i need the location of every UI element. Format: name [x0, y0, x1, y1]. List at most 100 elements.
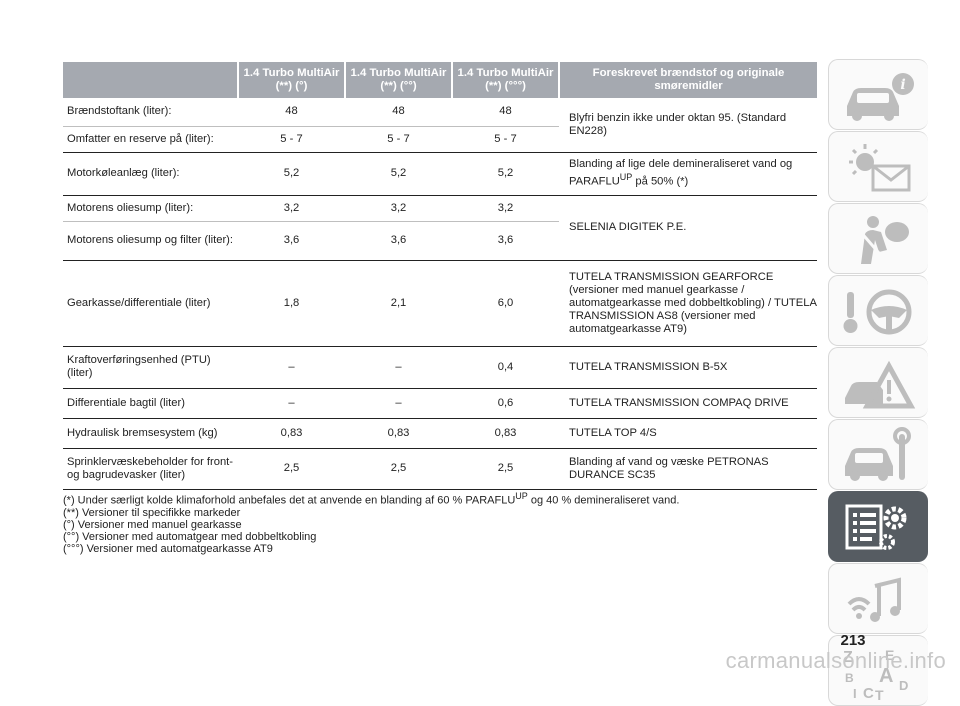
warning-lights-message-icon [849, 144, 911, 192]
washer-fluid-spec: Blanding af vand og væske PETRONAS DURAN… [559, 448, 817, 490]
tab-car-info[interactable]: i [828, 59, 928, 130]
tab-safety[interactable] [828, 203, 928, 274]
cell-value: 2,5 [345, 448, 452, 490]
table-row: Omfatter en reserve på (liter): 5 - 7 5 … [63, 126, 817, 153]
ptu-oil-spec: TUTELA TRANSMISSION B-5X [559, 346, 817, 389]
cell-value: 3,6 [345, 221, 452, 261]
tab-warning-lights[interactable] [828, 131, 928, 202]
svg-text:A: A [879, 665, 893, 687]
cell-value: 48 [238, 98, 345, 127]
cell-value: – [345, 346, 452, 389]
cell-value: – [238, 388, 345, 419]
row-label: Gearkasse/differentiale (liter) [63, 260, 238, 347]
engine-oil-spec: SELENIA DIGITEK P.E. [559, 195, 817, 261]
cell-value: 0,83 [238, 418, 345, 449]
footnote-1-text-end: og 40 % demineraliseret vand. [530, 494, 680, 507]
tab-maintenance[interactable] [828, 419, 928, 490]
steering-wheel-key-icon [843, 289, 912, 335]
airbag-safety-icon [857, 216, 909, 264]
svg-text:Z: Z [843, 649, 853, 666]
table-row: Differentiale bagtil (liter) – – 0,6 TUT… [63, 388, 817, 419]
cell-value: 3,2 [345, 195, 452, 222]
paraflu-superscript: UP [619, 172, 633, 183]
row-label: Motorkøleanlæg (liter): [63, 152, 238, 196]
row-label: Sprinklervæskebeholder for front- og bag… [63, 448, 238, 490]
footnote-2: (**) Versioner til specifikke markeder [63, 506, 241, 519]
table-row: Motorkøleanlæg (liter): 5,2 5,2 5,2 Blan… [63, 152, 817, 196]
row-label: Brændstoftank (liter): [63, 98, 238, 127]
cell-value: 5 - 7 [452, 126, 559, 153]
table-row: Kraftoverføringsenhed (PTU) (liter) – – … [63, 346, 817, 389]
cell-value: 0,6 [452, 388, 559, 419]
footnote-1: (*) Under særligt kolde klimaforhold anb… [63, 490, 823, 507]
technical-data-gear-icon [845, 504, 907, 550]
cell-value: 6,0 [452, 260, 559, 347]
brake-fluid-spec: TUTELA TOP 4/S [559, 418, 817, 449]
cell-value: 5 - 7 [238, 126, 345, 153]
page-number: 213 [840, 632, 866, 649]
svg-text:B: B [845, 671, 854, 685]
watermark-text: carmanualsonline.info [725, 648, 946, 673]
header-lubricants: Foreskrevet brændstof og originale smøre… [559, 62, 817, 98]
cell-value: 48 [345, 98, 452, 127]
row-label: Differentiale bagtil (liter) [63, 388, 238, 419]
breakdown-warning-icon [845, 360, 916, 409]
footnote-3: (°) Versioner med manuel gearkasse [63, 518, 242, 531]
footnote-5: (°°°) Versioner med automatgearkasse AT9 [63, 542, 273, 555]
cell-value: 0,4 [452, 346, 559, 389]
table-row: Motorens oliesump og filter (liter): 3,6… [63, 221, 817, 261]
cell-value: 2,5 [452, 448, 559, 490]
cell-value: – [238, 346, 345, 389]
header-empty [63, 62, 239, 98]
cell-value: 0,83 [452, 418, 559, 449]
footnote-1-text: (*) Under særligt kolde klimaforhold anb… [63, 494, 516, 507]
svg-text:I: I [853, 686, 857, 701]
multimedia-icon [847, 577, 901, 622]
cell-value: 5,2 [238, 152, 345, 196]
tab-starting-driving[interactable] [828, 275, 928, 346]
table-row: Motorens oliesump (liter): 3,2 3,2 3,2 S… [63, 195, 817, 261]
cell-value: 5,2 [452, 152, 559, 196]
cell-value: 5 - 7 [345, 126, 452, 153]
gearbox-oil-spec: TUTELA TRANSMISSION GEARFORCE (versioner… [559, 260, 817, 347]
cell-value: 0,83 [345, 418, 452, 449]
cell-value: 3,2 [238, 195, 345, 222]
table-header-row: 1.4 Turbo MultiAir (**) (°) 1.4 Turbo Mu… [63, 62, 817, 98]
header-dct: 1.4 Turbo MultiAir (**) (°°) [345, 62, 453, 98]
row-label: Kraftoverføringsenhed (PTU) (liter) [63, 346, 238, 389]
fuel-spec: Blyfri benzin ikke under oktan 95. (Stan… [559, 98, 817, 153]
cell-value: 3,6 [238, 221, 345, 261]
table-row: Gearkasse/differentiale (liter) 1,8 2,1 … [63, 260, 817, 347]
tab-technical-data[interactable] [828, 491, 928, 562]
specs-table-container: 1.4 Turbo MultiAir (**) (°) 1.4 Turbo Mu… [63, 62, 817, 490]
coolant-text: Blanding af lige dele demineraliseret va… [569, 158, 793, 188]
footnote-1-superscript: UP [515, 491, 528, 501]
tab-multimedia[interactable] [828, 563, 928, 634]
car-service-tools-icon [845, 427, 911, 481]
row-label: Motorens oliesump (liter): [63, 195, 238, 222]
row-label: Omfatter en reserve på (liter): [63, 126, 238, 153]
cell-value: 5,2 [345, 152, 452, 196]
svg-text:D: D [899, 678, 908, 693]
table-row: Brændstoftank (liter): 48 48 48 Blyfri b… [63, 98, 817, 153]
cell-value: – [345, 388, 452, 419]
table-row: Hydraulisk bremsesystem (kg) 0,83 0,83 0… [63, 418, 817, 449]
cell-value: 1,8 [238, 260, 345, 347]
coolant-spec: Blanding af lige dele demineraliseret va… [559, 152, 817, 196]
svg-text:E: E [885, 647, 894, 663]
row-label: Motorens oliesump og filter (liter): [63, 221, 238, 261]
table-row: Sprinklervæskebeholder for front- og bag… [63, 448, 817, 490]
svg-text:i: i [900, 77, 905, 93]
header-at9: 1.4 Turbo MultiAir (**) (°°°) [452, 62, 560, 98]
capacities-table: 1.4 Turbo MultiAir (**) (°) 1.4 Turbo Mu… [63, 62, 817, 490]
row-label: Hydraulisk bremsesystem (kg) [63, 418, 238, 449]
cell-value: 2,5 [238, 448, 345, 490]
tab-emergency[interactable] [828, 347, 928, 418]
footnotes: (*) Under særligt kolde klimaforhold anb… [63, 490, 823, 555]
footnote-4: (°°) Versioner med automatgear med dobbe… [63, 530, 317, 543]
cell-value: 3,6 [452, 221, 559, 261]
svg-text:T: T [875, 687, 884, 702]
cell-value: 2,1 [345, 260, 452, 347]
coolant-text-end: på 50% (*) [632, 175, 689, 188]
cell-value: 48 [452, 98, 559, 127]
